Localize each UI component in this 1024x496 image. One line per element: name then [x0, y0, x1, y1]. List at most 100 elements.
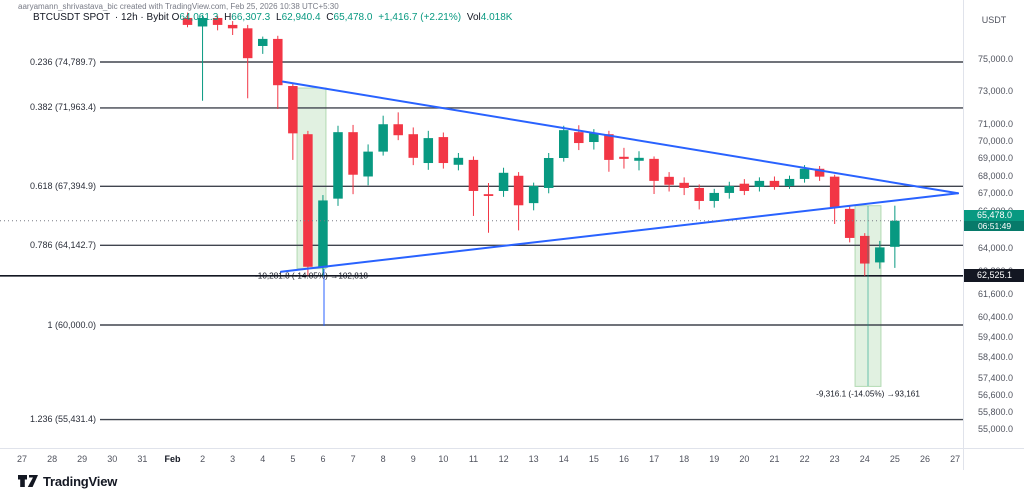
candle — [814, 165, 825, 181]
low-value: 62,940.4 — [281, 12, 321, 23]
candle — [378, 115, 388, 156]
candle — [694, 184, 704, 210]
candle — [829, 174, 840, 224]
candle — [498, 167, 509, 197]
candle — [212, 15, 223, 31]
time-axis-label: 7 — [350, 454, 356, 464]
fib-level-label: 1 (60,000.0) — [47, 319, 96, 330]
fib-level-label: 0.786 (64,142.7) — [29, 239, 96, 250]
price-axis-currency: USDT — [981, 15, 1007, 25]
price-range-label: -10,281.8 (-14.05%) →102,818 — [255, 272, 368, 281]
current-price-tag: 65,478.0 06:51:49 — [964, 210, 1024, 232]
price-axis[interactable]: USDT 65,478.0 06:51:49 62,525.1 75,000.0… — [963, 0, 1024, 448]
time-axis-label: 18 — [679, 454, 690, 464]
candle — [860, 233, 870, 276]
candle — [288, 82, 298, 160]
price-axis-label: 61,600.0 — [978, 288, 1014, 299]
candle — [363, 144, 373, 186]
candle — [844, 205, 855, 243]
triangle-upper-trendline[interactable] — [282, 80, 959, 195]
footer-bar: TradingView — [0, 470, 1024, 496]
price-axis-label: 73,000.0 — [978, 85, 1014, 96]
price-axis-label: 71,000.0 — [978, 119, 1014, 130]
time-axis-label: 11 — [468, 454, 479, 464]
volume-label: Vol — [466, 12, 481, 23]
candle — [754, 177, 765, 192]
candle — [303, 130, 313, 276]
candlestick-chart[interactable]: -10,281.8 (-14.05%) →102,818 -9,316.1 (-1… — [0, 0, 963, 448]
time-axis-label: 28 — [47, 454, 58, 464]
price-axis-label: 57,400.0 — [978, 372, 1014, 383]
high-value: 66,307.3 — [231, 12, 271, 23]
chart-attribution: aaryamann_shrivastava_bic created with T… — [18, 2, 339, 11]
price-axis-label: 70,000.0 — [978, 136, 1014, 146]
candle — [709, 188, 719, 208]
candle — [619, 147, 629, 169]
candle — [604, 130, 614, 172]
time-axis-label: 23 — [829, 454, 840, 464]
price-axis-label: 68,000.0 — [978, 170, 1014, 181]
candle — [679, 177, 689, 196]
price-axis-label: 56,600.0 — [978, 389, 1014, 400]
legend-separator: · — [140, 12, 144, 23]
fib-level-label: 0.618 (67,394.9) — [29, 180, 96, 191]
candle — [393, 112, 403, 141]
time-axis-label: 3 — [230, 454, 236, 464]
candle — [875, 240, 885, 269]
candle — [559, 125, 569, 162]
price-axis-label: 59,400.0 — [978, 331, 1014, 342]
time-axis-label: 8 — [380, 454, 386, 464]
legend-symbol[interactable]: BTCUSDT SPOT — [33, 12, 111, 23]
volume-value: 4.018K — [480, 12, 513, 23]
time-axis-label: 14 — [558, 454, 569, 464]
candle — [483, 182, 494, 233]
time-axis-label: 22 — [799, 454, 810, 464]
candle — [664, 172, 674, 192]
time-axis-label: 17 — [649, 454, 660, 464]
price-axis-label: 64,000.0 — [978, 242, 1014, 253]
candle — [318, 195, 328, 277]
tradingview-logo-icon — [18, 475, 38, 487]
time-axis-label: 6 — [320, 454, 326, 464]
candle — [574, 125, 584, 151]
tradingview-logo[interactable]: TradingView — [18, 473, 117, 489]
time-axis-label: 24 — [859, 454, 870, 464]
chart-canvas[interactable]: -10,281.8 (-14.05%) →102,818 -9,316.1 (-1… — [0, 0, 963, 448]
fib-level-label: 0.382 (71,963.4) — [29, 102, 96, 113]
time-axis-label: 13 — [528, 454, 539, 464]
time-axis-label: 12 — [498, 454, 509, 464]
legend-interval[interactable]: 12h — [120, 12, 138, 23]
time-axis-label: 27 — [950, 454, 961, 464]
close-value: 65,478.0 — [333, 12, 373, 23]
open-value: 64,061.3 — [179, 12, 219, 23]
price-axis-label: 55,800.0 — [978, 406, 1014, 417]
time-axis-label: 9 — [410, 454, 416, 464]
candle — [649, 156, 659, 194]
time-axis[interactable]: 27 28 29 30 31 Feb 2 3 4 5 6 7 8 9 10 11 12 13 14 15 16 17 18 1… — [0, 448, 963, 470]
candle — [468, 156, 479, 216]
time-axis-label: 15 — [588, 454, 599, 464]
triangle-lower-trendline[interactable] — [280, 192, 959, 273]
time-axis-label: 27 — [16, 454, 28, 464]
candle — [197, 14, 208, 101]
axis-corner — [963, 448, 1024, 470]
time-axis-label: 5 — [290, 454, 296, 464]
high-label: H — [224, 12, 232, 23]
time-axis-label: 30 — [107, 454, 118, 464]
candle — [258, 36, 268, 54]
change-value: +1,416.7 (+2.21%) — [378, 12, 462, 23]
candle — [348, 124, 358, 195]
time-axis-label: 20 — [739, 454, 750, 464]
price-axis-label: 60,400.0 — [978, 312, 1014, 323]
candle — [227, 21, 238, 36]
candle — [333, 125, 343, 206]
candle — [739, 179, 750, 196]
open-label: O — [171, 12, 180, 23]
candle — [724, 181, 735, 199]
legend-separator: · — [114, 12, 119, 23]
time-axis-label: 25 — [889, 454, 900, 464]
time-axis-label: 21 — [769, 454, 780, 464]
legend: BTCUSDT SPOT · 12h · Bybit O64,061.3 H66… — [33, 12, 515, 23]
time-axis-label: 19 — [709, 454, 720, 464]
